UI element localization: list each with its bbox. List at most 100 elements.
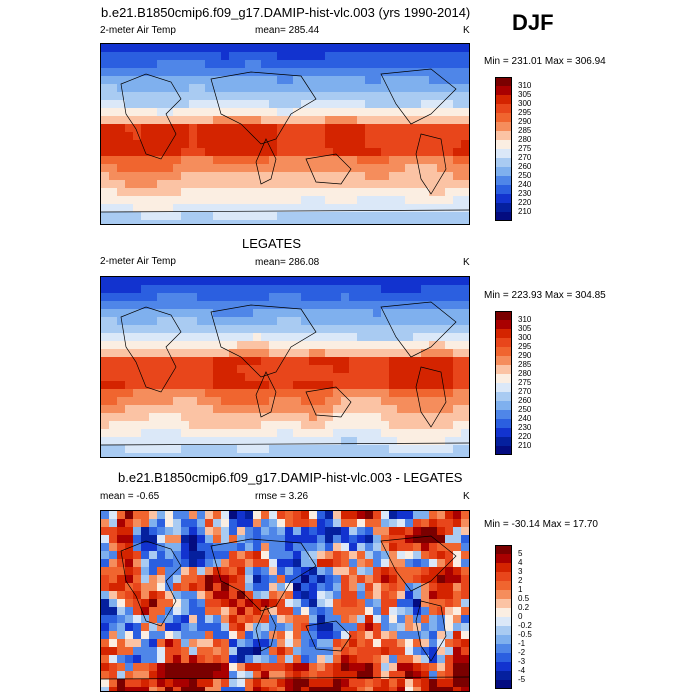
field-cell <box>309 543 318 552</box>
field-cell <box>373 188 382 197</box>
field-cell <box>229 543 238 552</box>
field-cell <box>125 437 134 446</box>
field-cell <box>157 373 166 382</box>
field-cell <box>101 567 110 576</box>
field-cell <box>389 108 398 117</box>
field-cell <box>429 92 438 101</box>
field-cell <box>445 212 454 221</box>
field-cell <box>349 607 358 616</box>
field-cell <box>245 559 254 568</box>
field-cell <box>285 317 294 326</box>
field-cell <box>285 325 294 334</box>
field-cell <box>381 647 390 656</box>
field-cell <box>229 301 238 310</box>
field-cell <box>333 397 342 406</box>
field-cell <box>389 453 398 457</box>
field-cell <box>413 511 422 520</box>
field-cell <box>301 188 310 197</box>
field-cell <box>141 277 150 286</box>
field-cell <box>125 543 134 552</box>
field-cell <box>429 124 438 133</box>
field-cell <box>277 453 286 457</box>
field-cell <box>421 220 430 224</box>
field-cell <box>157 567 166 576</box>
field-cell <box>125 277 134 286</box>
field-cell <box>357 116 366 125</box>
field-cell <box>429 220 438 224</box>
field-cell <box>229 317 238 326</box>
field-cell <box>349 631 358 640</box>
colorbar-swatch <box>495 554 512 563</box>
field-cell <box>461 567 469 576</box>
field-cell <box>133 389 142 398</box>
field-cell <box>389 52 398 61</box>
field-cell <box>293 583 302 592</box>
field-cell <box>389 124 398 133</box>
field-cell <box>157 511 166 520</box>
field-cell <box>189 164 198 173</box>
field-cell <box>461 212 469 221</box>
field-cell <box>381 188 390 197</box>
field-cell <box>453 60 462 69</box>
field-cell <box>461 413 469 422</box>
field-cell <box>173 293 182 302</box>
field-cell <box>413 148 422 157</box>
field-cell <box>453 220 462 224</box>
field-cell <box>101 663 110 672</box>
field-cell <box>237 437 246 446</box>
colorbar-swatch <box>495 671 512 680</box>
field-cell <box>317 204 326 213</box>
field-cell <box>333 188 342 197</box>
field-cell <box>421 124 430 133</box>
field-cell <box>205 100 214 109</box>
field-cell <box>197 511 206 520</box>
colorbar-tick-label: 230 <box>518 423 532 432</box>
field-cell <box>109 405 118 414</box>
field-cell <box>157 44 166 53</box>
field-cell <box>189 116 198 125</box>
field-cell <box>413 76 422 85</box>
field-cell <box>413 607 422 616</box>
field-cell <box>253 357 262 366</box>
field-cell <box>413 204 422 213</box>
field-cell <box>293 373 302 382</box>
field-cell <box>437 204 446 213</box>
field-cell <box>205 373 214 382</box>
field-cell <box>141 365 150 374</box>
field-cell <box>437 277 446 286</box>
field-cell <box>293 325 302 334</box>
field-cell <box>405 277 414 286</box>
field-cell <box>269 639 278 648</box>
field-cell <box>285 84 294 93</box>
field-cell <box>349 196 358 205</box>
field-cell <box>437 309 446 318</box>
field-cell <box>437 397 446 406</box>
field-cell <box>245 188 254 197</box>
field-cell <box>213 445 222 454</box>
field-cell <box>205 365 214 374</box>
map-plot <box>100 510 470 692</box>
field-cell <box>213 172 222 181</box>
colorbar-tick-label: 2 <box>518 576 523 585</box>
field-cell <box>341 84 350 93</box>
field-cell <box>269 623 278 632</box>
coastline <box>120 73 182 160</box>
field-cell <box>213 453 222 457</box>
field-cell <box>165 188 174 197</box>
field-cell <box>437 124 446 133</box>
field-cell <box>309 429 318 438</box>
field-cell <box>373 309 382 318</box>
field-cell <box>357 325 366 334</box>
field-cell <box>181 687 190 691</box>
field-cell <box>405 607 414 616</box>
field-cell <box>413 559 422 568</box>
field-cell <box>381 309 390 318</box>
map-plot <box>100 276 470 458</box>
field-cell <box>293 389 302 398</box>
field-cell <box>421 333 430 342</box>
field-cell <box>357 381 366 390</box>
field-cell <box>213 591 222 600</box>
colorbar-tick-label: 220 <box>518 198 532 207</box>
field-cell <box>237 301 246 310</box>
field-cell <box>341 663 350 672</box>
